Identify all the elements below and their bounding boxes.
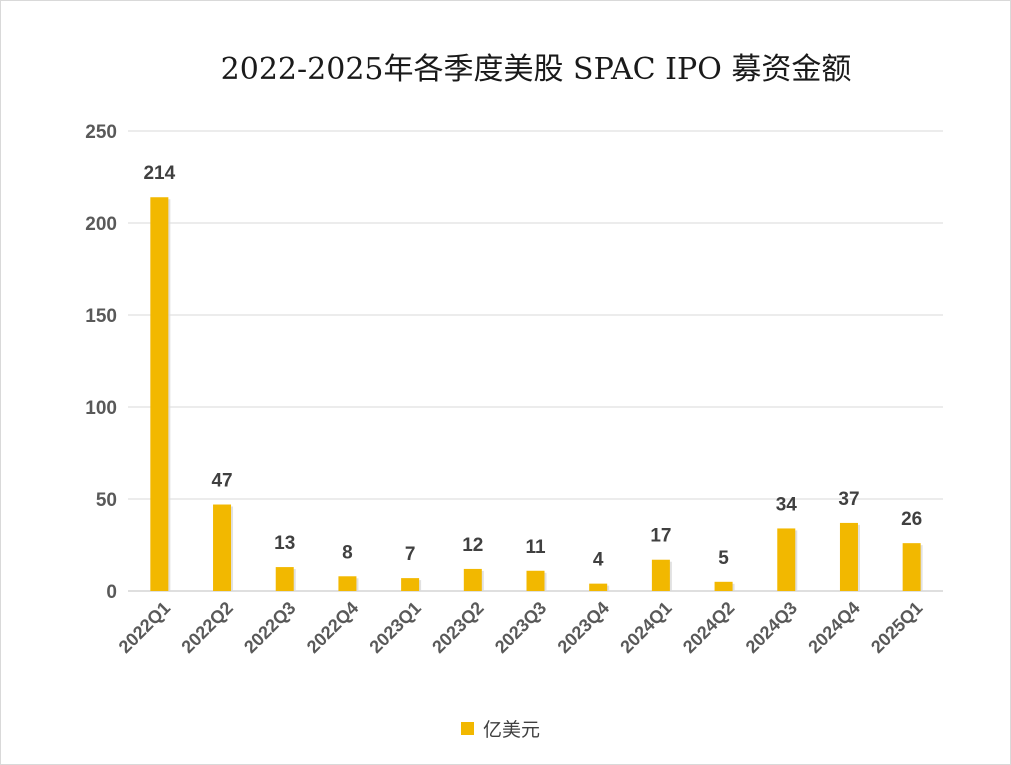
y-tick-label: 100 xyxy=(85,398,117,419)
data-label: 26 xyxy=(901,509,922,530)
bar xyxy=(589,583,608,591)
x-tick-label: 2025Q1 xyxy=(867,598,926,657)
chart-title: 2022-2025年各季度美股 SPAC IPO 募资金额 xyxy=(221,52,852,87)
bar xyxy=(401,578,420,591)
x-tick-label: 2024Q1 xyxy=(616,598,675,657)
bar xyxy=(150,197,169,592)
data-label: 5 xyxy=(718,548,729,569)
x-tick-label: 2023Q2 xyxy=(428,598,487,657)
bar xyxy=(526,570,545,591)
x-tick-label: 2022Q2 xyxy=(177,598,236,657)
x-tick-label: 2022Q3 xyxy=(240,598,299,657)
data-label: 17 xyxy=(650,526,671,547)
y-axis-ticks: 0 50 100 150 200 250 xyxy=(85,122,117,603)
data-labels: 214 47 13 8 7 12 11 4 17 5 34 37 26 xyxy=(143,163,922,570)
data-label: 13 xyxy=(274,533,295,554)
x-tick-label: 2024Q4 xyxy=(804,598,863,657)
data-label: 34 xyxy=(776,494,798,515)
bar xyxy=(777,528,796,591)
bar xyxy=(839,522,858,591)
bar xyxy=(651,559,670,591)
x-tick-label: 2024Q2 xyxy=(679,598,738,657)
data-label: 11 xyxy=(525,537,546,558)
x-tick-label: 2022Q1 xyxy=(115,598,174,657)
bars xyxy=(150,197,923,592)
data-label: 7 xyxy=(405,544,416,565)
legend-label: 亿美元 xyxy=(483,719,540,741)
x-tick-label: 2022Q4 xyxy=(303,598,362,657)
bar xyxy=(338,576,357,591)
y-tick-label: 250 xyxy=(85,122,117,143)
gridlines xyxy=(128,130,943,592)
bar xyxy=(463,568,482,591)
x-tick-label: 2023Q3 xyxy=(491,598,550,657)
x-tick-label: 2024Q3 xyxy=(742,598,801,657)
data-label: 47 xyxy=(211,471,232,492)
x-tick-label: 2023Q1 xyxy=(366,598,425,657)
data-label: 8 xyxy=(342,542,353,563)
y-tick-label: 200 xyxy=(85,214,117,235)
data-label: 4 xyxy=(593,550,604,571)
legend-swatch xyxy=(461,722,474,735)
data-label: 37 xyxy=(838,489,859,510)
legend: 亿美元 xyxy=(461,719,540,741)
bar xyxy=(902,543,921,591)
y-tick-label: 150 xyxy=(85,306,117,327)
y-tick-label: 0 xyxy=(106,582,117,603)
bar xyxy=(213,504,232,591)
x-axis-ticks: 2022Q1 2022Q2 2022Q3 2022Q4 2023Q1 2023Q2 2023… xyxy=(115,598,927,657)
data-label: 214 xyxy=(143,163,175,184)
data-label: 12 xyxy=(462,535,483,556)
bar xyxy=(714,581,733,591)
bar xyxy=(275,567,294,591)
y-tick-label: 50 xyxy=(96,490,117,511)
x-tick-label: 2023Q4 xyxy=(554,598,613,657)
